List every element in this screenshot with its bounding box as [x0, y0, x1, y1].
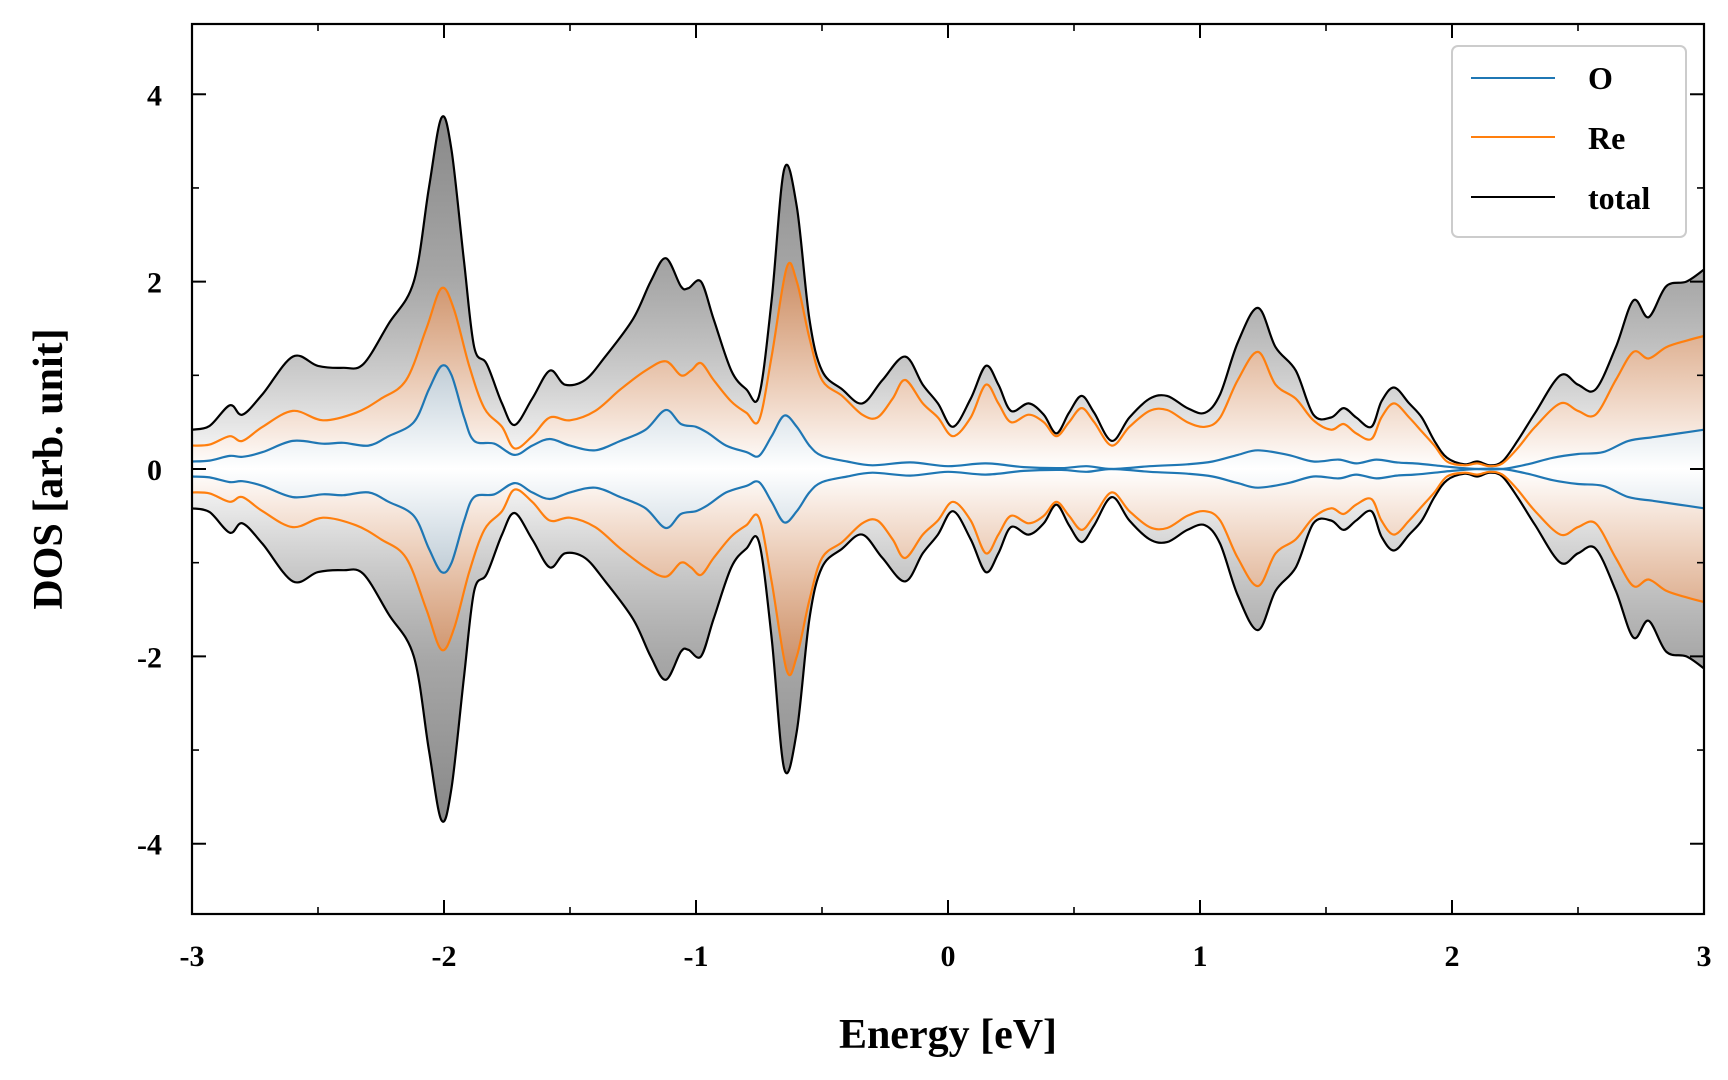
series-lines [191, 115, 1705, 823]
series-line-total-up [191, 115, 1705, 467]
x-tick-label: -1 [684, 940, 709, 973]
fill-o-down [192, 468, 1704, 573]
legend-label-o: O [1588, 60, 1613, 96]
y-axis-label: DOS [arb. unit] [26, 328, 72, 609]
x-tick-label: 1 [1193, 940, 1208, 973]
fill-o-up [192, 365, 1704, 470]
legend-label-re: Re [1588, 120, 1625, 156]
y-tick-label: -4 [137, 829, 162, 862]
series-line-re-down [191, 470, 1705, 677]
x-tick-label: 3 [1697, 940, 1712, 973]
legend-box [1451, 45, 1687, 238]
legend: O Re total [1451, 45, 1687, 238]
x-tick-label: -3 [180, 940, 205, 973]
series-line-o-up [191, 364, 1705, 471]
x-tick-label: 2 [1445, 940, 1460, 973]
axis-ticks: -3 -2 -1 0 1 2 3 -4 -2 0 2 4 [137, 24, 1712, 973]
y-tick-label: 4 [147, 79, 162, 112]
y-tick-label: 0 [147, 454, 162, 487]
series-line-o-down [191, 467, 1705, 574]
y-tick-label: -2 [137, 641, 162, 674]
x-tick-label: -2 [432, 940, 457, 973]
legend-label-total: total [1588, 180, 1650, 216]
x-axis-label: Energy [eV] [839, 1012, 1057, 1058]
y-tick-label: 2 [147, 267, 162, 300]
x-tick-label: 0 [941, 940, 956, 973]
series-line-total-down [191, 471, 1705, 823]
series-fills [192, 116, 1704, 822]
series-line-re-up [191, 261, 1705, 468]
